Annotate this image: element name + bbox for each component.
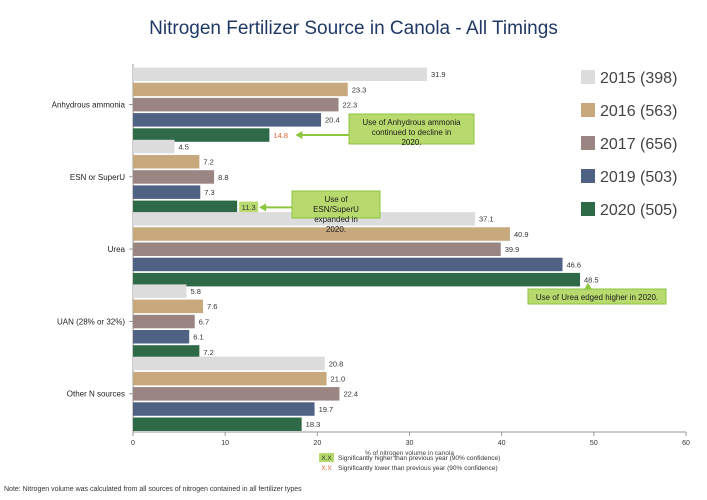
- bar: [133, 170, 215, 184]
- bar-value-label: 6.1: [193, 333, 203, 342]
- bar: [133, 82, 348, 97]
- bar: [133, 139, 175, 154]
- bar-value-label: 23.3: [352, 85, 367, 94]
- category-label: Other N sources: [67, 390, 125, 399]
- bar: [133, 345, 200, 359]
- bar-value-label: 22.4: [343, 390, 358, 399]
- x-tick-label: 10: [221, 440, 229, 447]
- bar: [133, 128, 270, 142]
- bar-value-label: 14.8: [273, 131, 288, 140]
- bar: [133, 242, 501, 256]
- bar-value-label: 7.3: [204, 188, 214, 197]
- x-tick-label: 60: [682, 440, 690, 447]
- sig-legend-marker: X.X: [321, 465, 332, 472]
- callout-arrow-head: [259, 203, 267, 212]
- legend-swatch: [581, 70, 595, 84]
- callout-arrow-head: [295, 131, 303, 140]
- bar-value-label: 7.2: [203, 158, 213, 167]
- bar-value-label: 46.6: [566, 260, 581, 269]
- bar-value-label: 39.9: [505, 245, 520, 254]
- bar-value-label: 7.2: [203, 348, 213, 357]
- bar-value-label: 5.8: [190, 287, 200, 296]
- bar-value-label: 40.9: [514, 230, 529, 239]
- bar: [133, 97, 339, 112]
- bar-value-label: 31.9: [431, 70, 446, 79]
- legend-swatch: [581, 136, 595, 150]
- callout-text: Use of Urea edged higher in 2020.: [536, 293, 658, 302]
- legend-swatch: [581, 202, 595, 216]
- callout-text: Use of: [324, 195, 348, 204]
- x-axis-title: % of nitrogen volume in canola: [365, 450, 454, 457]
- bar: [133, 227, 510, 241]
- bar-value-label: 6.7: [199, 317, 209, 326]
- bar: [133, 185, 201, 199]
- legend-label: 2019 (503): [600, 169, 677, 186]
- callout-arrow-head: [584, 282, 593, 290]
- bar: [133, 402, 315, 416]
- callout-box: [527, 288, 667, 305]
- sig-legend-text: Significantly lower than previous year (…: [338, 465, 498, 472]
- x-tick-label: 40: [498, 440, 506, 447]
- category-label: UAN (28% or 32%): [57, 317, 125, 326]
- bar-value-label: 11.3: [242, 203, 256, 212]
- x-tick-label: 30: [406, 440, 414, 447]
- bar-value-label: 37.1: [479, 215, 494, 224]
- legend-swatch: [581, 103, 595, 117]
- bar-value-label: 20.8: [329, 359, 344, 368]
- bar: [133, 330, 190, 344]
- bar-value-label: 48.5: [584, 275, 599, 284]
- significance-highlight: [239, 201, 259, 214]
- sig-legend-text: Significantly higher than previous year …: [338, 455, 500, 462]
- bar: [133, 417, 302, 431]
- chart-title: Nitrogen Fertilizer Source in Canola - A…: [149, 18, 558, 39]
- bar: [133, 356, 325, 371]
- callout-box: [348, 113, 475, 145]
- bar: [133, 387, 340, 401]
- bar: [133, 200, 238, 215]
- bar-value-label: 18.3: [306, 420, 321, 429]
- callout-box: [291, 190, 381, 219]
- legend-swatch: [581, 169, 595, 183]
- bar: [133, 272, 581, 287]
- legend-label: 2017 (656): [600, 136, 677, 153]
- bar: [133, 371, 327, 386]
- callout-text: ESN/SuperU: [313, 205, 359, 214]
- chart-footnote: Note: Nitrogen volume was calculated fro…: [4, 486, 302, 493]
- bar: [133, 155, 200, 169]
- callout-text: Use of Anhydrous ammonia: [362, 118, 461, 127]
- bar: [133, 284, 187, 298]
- bar-value-label: 7.6: [207, 302, 217, 311]
- bar-value-label: 21.0: [331, 374, 346, 383]
- bar-value-label: 19.7: [319, 405, 334, 414]
- bar: [133, 212, 475, 226]
- x-tick-label: 20: [313, 440, 321, 447]
- bar: [133, 314, 195, 329]
- callout-text: continued to decline in: [372, 128, 452, 137]
- x-tick-label: 50: [590, 440, 598, 447]
- bar-value-label: 22.3: [343, 100, 358, 109]
- legend-label: 2020 (505): [600, 202, 677, 219]
- callout-text: expanded in: [314, 215, 358, 224]
- bar: [133, 299, 204, 314]
- bar: [133, 113, 322, 127]
- x-tick-label: 0: [131, 440, 135, 447]
- legend-label: 2015 (398): [600, 70, 677, 87]
- category-label: Urea: [108, 245, 126, 254]
- legend-label: 2016 (563): [600, 103, 677, 120]
- callout-text: 2020.: [326, 225, 346, 234]
- bar: [133, 257, 563, 272]
- sig-legend-marker: X.X: [321, 455, 332, 462]
- bar-value-label: 8.8: [218, 173, 228, 182]
- bar-value-label: 4.5: [178, 142, 188, 151]
- sig-legend-swatch: [319, 453, 334, 462]
- category-label: Anhydrous ammonia: [52, 101, 126, 110]
- bar-value-label: 20.4: [325, 116, 340, 125]
- bar: [133, 67, 428, 81]
- callout-text: 2020.: [401, 138, 421, 147]
- category-label: ESN or SuperU: [70, 173, 125, 182]
